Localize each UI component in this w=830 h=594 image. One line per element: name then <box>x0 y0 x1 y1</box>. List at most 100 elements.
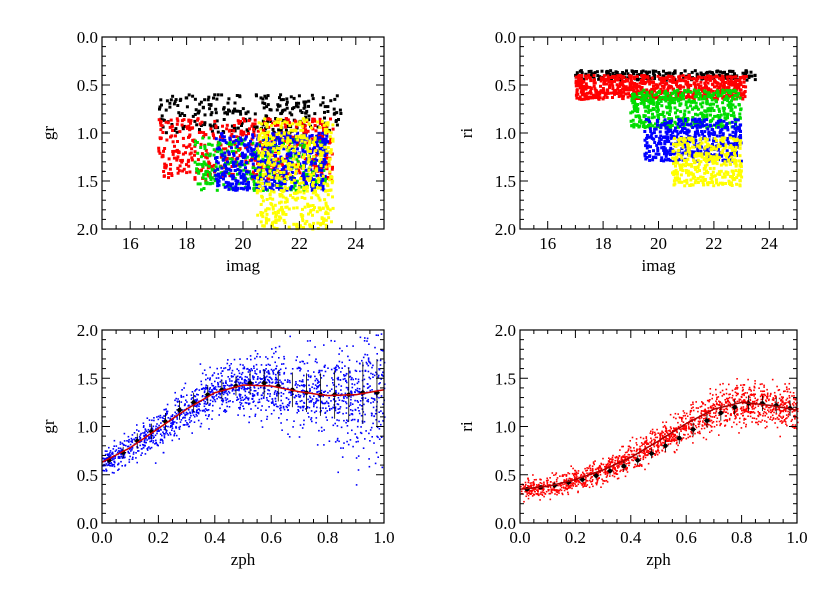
point <box>183 124 187 128</box>
point <box>307 122 311 126</box>
point <box>318 159 322 163</box>
point <box>299 138 303 141</box>
point <box>225 123 229 127</box>
point <box>159 98 163 102</box>
point <box>187 118 191 122</box>
point <box>260 167 264 171</box>
point <box>655 100 659 104</box>
point <box>227 162 231 166</box>
point <box>247 119 251 123</box>
point <box>676 122 680 126</box>
point <box>292 222 296 226</box>
point <box>203 98 207 102</box>
point <box>219 397 222 399</box>
point <box>686 139 690 143</box>
point <box>224 180 228 184</box>
point <box>696 144 700 148</box>
point <box>162 174 166 178</box>
point <box>164 418 166 420</box>
point <box>696 83 700 87</box>
point <box>333 97 337 101</box>
point <box>727 81 731 85</box>
point <box>181 127 185 131</box>
point <box>176 416 178 419</box>
point <box>133 432 136 434</box>
point <box>726 112 730 116</box>
point <box>316 221 320 225</box>
point <box>601 97 605 101</box>
y-tick-label: 2.0 <box>495 220 516 239</box>
point <box>197 109 201 113</box>
point <box>699 72 703 76</box>
point <box>158 424 160 427</box>
point <box>600 69 604 73</box>
point <box>256 159 260 163</box>
point <box>694 105 698 108</box>
point <box>319 173 323 177</box>
point <box>265 364 268 366</box>
point <box>225 399 227 401</box>
point <box>686 80 690 84</box>
point <box>700 141 704 145</box>
point <box>282 405 285 408</box>
point <box>303 419 305 422</box>
point <box>582 86 586 90</box>
point <box>308 223 312 227</box>
point <box>580 71 584 75</box>
point <box>611 75 615 78</box>
point <box>194 390 196 392</box>
point <box>284 117 288 121</box>
point <box>733 126 737 130</box>
point <box>239 186 243 190</box>
point <box>644 109 648 113</box>
point <box>639 87 643 91</box>
point <box>194 395 197 398</box>
point <box>282 170 286 174</box>
point <box>578 78 582 82</box>
point <box>685 95 689 98</box>
point <box>271 223 274 227</box>
point <box>707 134 711 138</box>
point <box>207 415 210 418</box>
point <box>680 123 684 126</box>
point <box>227 369 229 371</box>
point <box>729 144 733 148</box>
point <box>735 86 739 90</box>
point <box>728 146 732 149</box>
point <box>695 170 699 174</box>
point <box>616 87 620 91</box>
point <box>204 179 208 183</box>
point <box>246 149 250 153</box>
point <box>692 95 696 99</box>
point <box>680 91 684 95</box>
point <box>621 97 625 101</box>
point <box>279 134 283 138</box>
point <box>661 110 665 114</box>
point <box>209 124 213 128</box>
point <box>733 84 737 88</box>
point <box>324 210 328 214</box>
point <box>669 129 673 133</box>
point <box>267 372 270 375</box>
point <box>643 138 647 142</box>
point <box>308 134 312 138</box>
point <box>314 141 318 145</box>
point <box>688 76 692 80</box>
point <box>358 412 361 415</box>
point <box>196 398 198 401</box>
point <box>649 130 653 133</box>
point <box>282 141 285 145</box>
point <box>203 162 207 166</box>
point <box>206 409 209 412</box>
point <box>164 120 168 124</box>
point <box>705 148 709 151</box>
point <box>672 162 675 166</box>
point <box>658 82 662 86</box>
point <box>280 156 284 160</box>
point <box>196 111 200 115</box>
point <box>685 181 689 185</box>
point <box>266 146 270 150</box>
point <box>330 368 333 371</box>
point <box>239 169 243 173</box>
point <box>324 156 328 160</box>
